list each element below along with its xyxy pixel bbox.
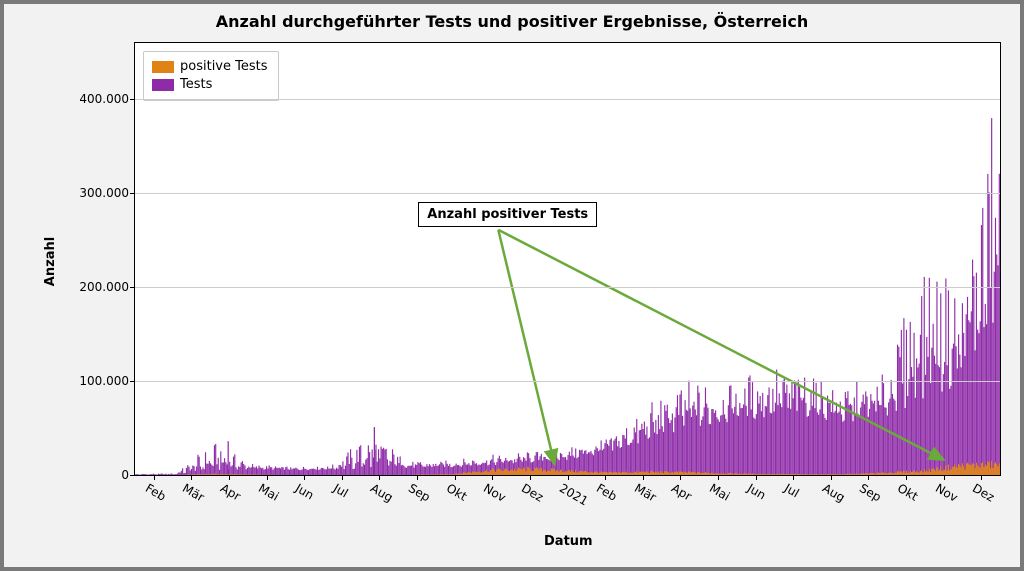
- xtick-label: Apr: [669, 481, 694, 504]
- xtick-label: Sep: [406, 481, 433, 504]
- xtick-mark: [605, 475, 606, 480]
- xtick-label: Dez: [970, 481, 997, 505]
- grid-line: [135, 193, 1000, 194]
- xtick-label: Aug: [820, 481, 847, 505]
- xtick-mark: [643, 475, 644, 480]
- chart-title: Anzahl durchgeführter Tests und positive…: [4, 12, 1020, 31]
- legend-item: positive Tests: [152, 58, 268, 76]
- xtick-mark: [492, 475, 493, 480]
- xtick-mark: [568, 475, 569, 480]
- xtick-label: Apr: [218, 481, 243, 504]
- x-axis-label: Datum: [544, 534, 593, 549]
- xtick-mark: [304, 475, 305, 480]
- xtick-mark: [379, 475, 380, 480]
- xtick-label: Jul: [331, 481, 351, 500]
- plot-area: positive TestsTests Anzahl positiver Tes…: [134, 42, 1001, 476]
- xtick-label: Feb: [594, 481, 619, 504]
- xtick-label: Mär: [180, 481, 207, 504]
- xtick-label: Nov: [481, 481, 508, 505]
- ytick-mark: [130, 381, 135, 382]
- xtick-mark: [267, 475, 268, 480]
- grid-line: [135, 99, 1000, 100]
- xtick-mark: [981, 475, 982, 480]
- xtick-mark: [756, 475, 757, 480]
- xtick-label: Jun: [293, 481, 316, 502]
- legend-swatch: [152, 61, 174, 73]
- tests-bars: [135, 118, 1000, 475]
- ytick-mark: [130, 99, 135, 100]
- ytick-label: 300.000: [79, 186, 129, 200]
- legend: positive TestsTests: [143, 51, 279, 101]
- xtick-label: Feb: [143, 481, 168, 504]
- xtick-label: Mai: [256, 481, 281, 504]
- annotation-label: Anzahl positiver Tests: [418, 202, 597, 227]
- y-axis-label: Anzahl: [43, 237, 58, 286]
- xtick-mark: [229, 475, 230, 480]
- xtick-mark: [793, 475, 794, 480]
- xtick-mark: [831, 475, 832, 480]
- bars-layer: [135, 43, 1000, 475]
- grid-line: [135, 287, 1000, 288]
- xtick-mark: [718, 475, 719, 480]
- legend-label: positive Tests: [180, 58, 268, 76]
- legend-swatch: [152, 79, 174, 91]
- xtick-label: Okt: [444, 481, 469, 504]
- xtick-label: Sep: [857, 481, 884, 504]
- grid-line: [135, 381, 1000, 382]
- ytick-label: 100.000: [79, 374, 129, 388]
- xtick-label: Okt: [895, 481, 920, 504]
- xtick-mark: [342, 475, 343, 480]
- xtick-mark: [868, 475, 869, 480]
- ytick-label: 200.000: [79, 280, 129, 294]
- xtick-label: 2021: [557, 481, 590, 508]
- ytick-label: 400.000: [79, 92, 129, 106]
- xtick-label: Jun: [745, 481, 768, 502]
- xtick-mark: [944, 475, 945, 480]
- xtick-mark: [154, 475, 155, 480]
- xtick-label: Nov: [933, 481, 960, 505]
- xtick-label: Mai: [707, 481, 732, 504]
- xtick-mark: [680, 475, 681, 480]
- xtick-label: Aug: [368, 481, 395, 505]
- xtick-label: Mär: [632, 481, 659, 504]
- xtick-mark: [906, 475, 907, 480]
- xtick-mark: [417, 475, 418, 480]
- ytick-mark: [130, 193, 135, 194]
- legend-item: Tests: [152, 76, 268, 94]
- xtick-mark: [530, 475, 531, 480]
- xtick-label: Jul: [782, 481, 802, 500]
- ytick-mark: [130, 475, 135, 476]
- ytick-label: 0: [121, 468, 129, 482]
- chart-frame: Anzahl durchgeführter Tests und positive…: [0, 0, 1024, 571]
- xtick-label: Dez: [519, 481, 546, 505]
- xtick-mark: [455, 475, 456, 480]
- ytick-mark: [130, 287, 135, 288]
- xtick-mark: [191, 475, 192, 480]
- legend-label: Tests: [180, 76, 212, 94]
